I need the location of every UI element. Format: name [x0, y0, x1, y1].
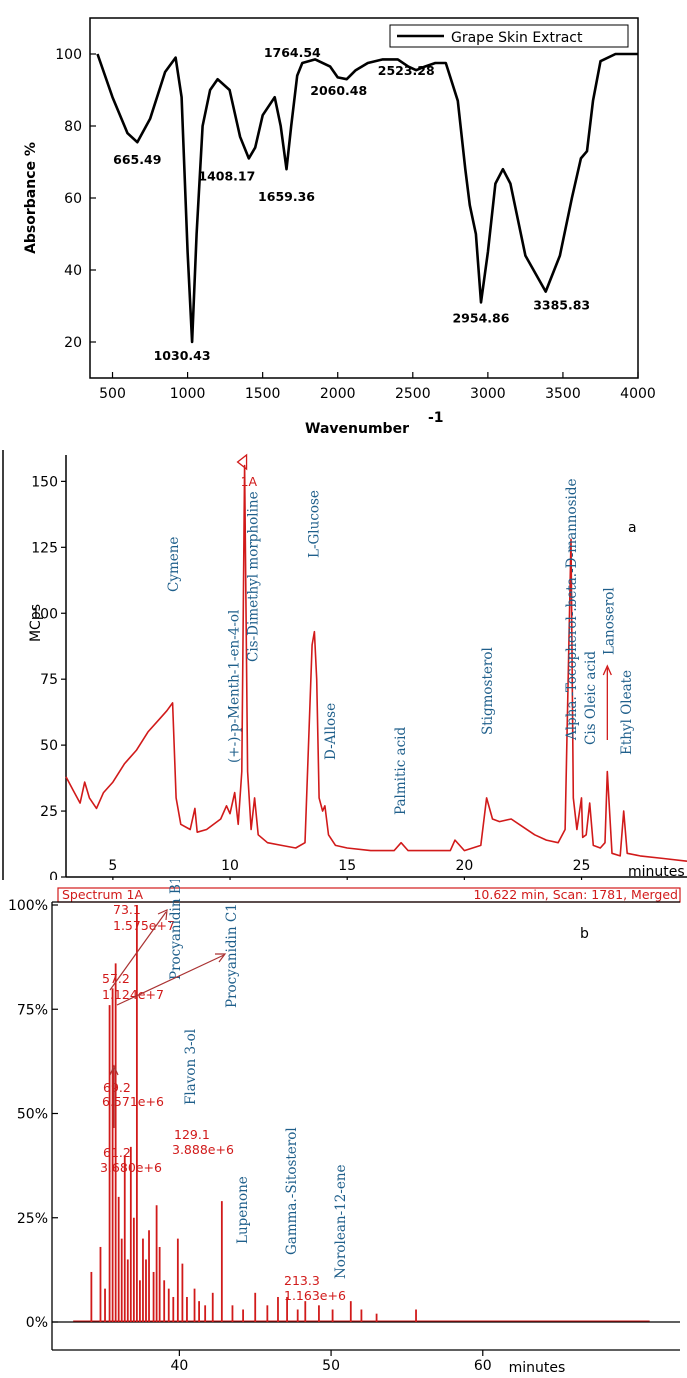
- peak-mz-label: 213.3: [284, 1273, 320, 1288]
- peak-annotation: 1A: [241, 474, 258, 489]
- compound-label: Gamma.-Sitosterol: [284, 1127, 300, 1255]
- procyanidin-c1-arrowhead: [215, 953, 227, 963]
- panel-label: b: [580, 926, 589, 942]
- y-tick-label: 75: [40, 672, 58, 688]
- peak-label: 3385.83: [533, 298, 590, 313]
- peak-label: 2523.28: [378, 63, 435, 78]
- compound-label: L-Glucose: [306, 490, 322, 558]
- x-tick-label: 5: [108, 858, 117, 874]
- peak-label: 2060.48: [310, 83, 367, 98]
- gc-chromatogram-a: 0 25 50 75 100 125 150 5 10 15 20 25 minutes MCps a 1A C…: [2, 450, 687, 880]
- x-tick-label: 3000: [470, 386, 506, 402]
- compound-label: Lupenone: [235, 1176, 251, 1244]
- spectrum-header-left: Spectrum 1A: [62, 887, 143, 902]
- peak-mz-label: 73.1: [113, 902, 141, 917]
- peak-intensity-label: 1.575e+7: [113, 918, 175, 933]
- y-tick-label: 40: [64, 263, 82, 279]
- plot-frame: [89, 17, 639, 379]
- y-tick-label: 50: [40, 738, 58, 754]
- compound-label: Cis-Dimethyl morpholine: [245, 491, 261, 662]
- peak-mz-label: 61.2: [103, 1145, 131, 1160]
- y-tick-label: 50%: [17, 1107, 48, 1123]
- x-tick-label: 3500: [545, 386, 581, 402]
- x-tick-label: 1500: [245, 386, 281, 402]
- compound-label: (+-)-p-Menth-1-en-4-ol: [227, 610, 243, 763]
- peak-label: 2954.86: [452, 310, 509, 325]
- x-axis-title: minutes: [628, 864, 685, 880]
- peak-intensity-label: 6.571e+6: [102, 1094, 164, 1109]
- peak-marker: [236, 453, 248, 471]
- peak-label: 665.49: [113, 152, 161, 167]
- compound-label: Procyanidin B1: [168, 880, 184, 980]
- x-tick-label: 40: [170, 1358, 188, 1374]
- y-tick-label: 100: [31, 606, 58, 622]
- x-tick-label: 2500: [395, 386, 431, 402]
- absorbance-series-line: [96, 52, 638, 344]
- spectrum-header-right: 10.622 min, Scan: 1781, Merged: [473, 887, 678, 902]
- x-tick-label: 1000: [170, 386, 206, 402]
- y-tick-label: 75%: [17, 1002, 48, 1018]
- peak-intensity-label: 1.124e+7: [102, 987, 164, 1002]
- peak-label: 1764.54: [264, 45, 321, 60]
- y-tick-label: 100%: [8, 898, 48, 914]
- mass-spectrum-b: Spectrum 1A 10.622 min, Scan: 1781, Merge…: [8, 880, 681, 1376]
- procyanidin-b1-arrowhead: [157, 909, 168, 921]
- y-tick-label: 60: [64, 191, 82, 207]
- peak-mz-label: 69.2: [103, 1080, 131, 1095]
- peak-intensity-label: 1.163e+6: [284, 1288, 346, 1303]
- ftir-chart: 500 1000 1500 2000 2500 3000 3500 4000 20 40 60 80 1…: [23, 17, 656, 437]
- y-axis-title: MCps: [28, 604, 44, 642]
- peak-label: 1408.17: [198, 168, 255, 183]
- compound-label: Procyanidin C1: [224, 903, 240, 1008]
- x-tick-label: 60: [474, 1358, 492, 1374]
- x-axis-title-superscript: -1: [428, 410, 444, 426]
- y-tick-label: 25%: [17, 1211, 48, 1227]
- x-tick-label: 25: [573, 858, 591, 874]
- y-axis-title: Absorbance %: [23, 142, 39, 254]
- x-tick-label: 50: [322, 1358, 340, 1374]
- y-tick-label: 0%: [26, 1315, 48, 1331]
- y-tick-label: 125: [31, 540, 58, 556]
- peak-label: 1659.36: [258, 189, 315, 204]
- peak-intensity-label: 3.888e+6: [172, 1142, 234, 1157]
- compound-label: Stigmosterol: [480, 647, 496, 735]
- y-tick-label: 25: [40, 804, 58, 820]
- peak-mz-label: 57.2: [102, 971, 130, 986]
- peak-intensity-label: 3.680e+6: [100, 1160, 162, 1175]
- y-tick-label: 20: [64, 335, 82, 351]
- legend-label: Grape Skin Extract: [451, 30, 583, 46]
- panel-label: a: [628, 520, 637, 536]
- compound-label: Flavon 3-ol: [183, 1029, 199, 1105]
- compound-label: Alpha.-Tocopherol-.beta.-D-mannoside: [564, 478, 580, 741]
- x-tick-label: 20: [455, 858, 473, 874]
- y-tick-label: 0: [49, 870, 58, 880]
- flavon-arrowhead: [109, 1064, 119, 1076]
- procyanidin-b1-arrow: [109, 911, 167, 991]
- lanoserol-arrowhead: [602, 664, 612, 676]
- peak-label: 1030.43: [154, 348, 211, 363]
- x-tick-label: 2000: [320, 386, 356, 402]
- compound-label: Cis Oleic acid: [583, 651, 599, 745]
- x-tick-label: 15: [338, 858, 356, 874]
- compound-label: Lanoserol: [602, 587, 618, 655]
- compound-label: Palmitic acid: [393, 727, 409, 815]
- x-tick-label: 10: [221, 858, 239, 874]
- procyanidin-c1-arrow: [116, 954, 225, 1006]
- compound-label: Norolean-12-ene: [333, 1164, 349, 1279]
- compound-label: Ethyl Oleate: [619, 670, 635, 755]
- chromatogram-trace: [65, 464, 687, 862]
- compound-label: D-Allose: [323, 703, 339, 760]
- y-tick-label: 100: [55, 47, 82, 63]
- x-axis-title: Wavenumber: [305, 421, 409, 437]
- legend-box: [389, 24, 629, 48]
- compound-label: Cymene: [166, 537, 182, 592]
- x-tick-label: 4000: [620, 386, 656, 402]
- x-tick-label: 500: [99, 386, 126, 402]
- y-tick-label: 80: [64, 119, 82, 135]
- y-tick-label: 150: [31, 474, 58, 490]
- peak-mz-label: 129.1: [174, 1127, 210, 1142]
- x-axis-title: minutes: [509, 1360, 566, 1376]
